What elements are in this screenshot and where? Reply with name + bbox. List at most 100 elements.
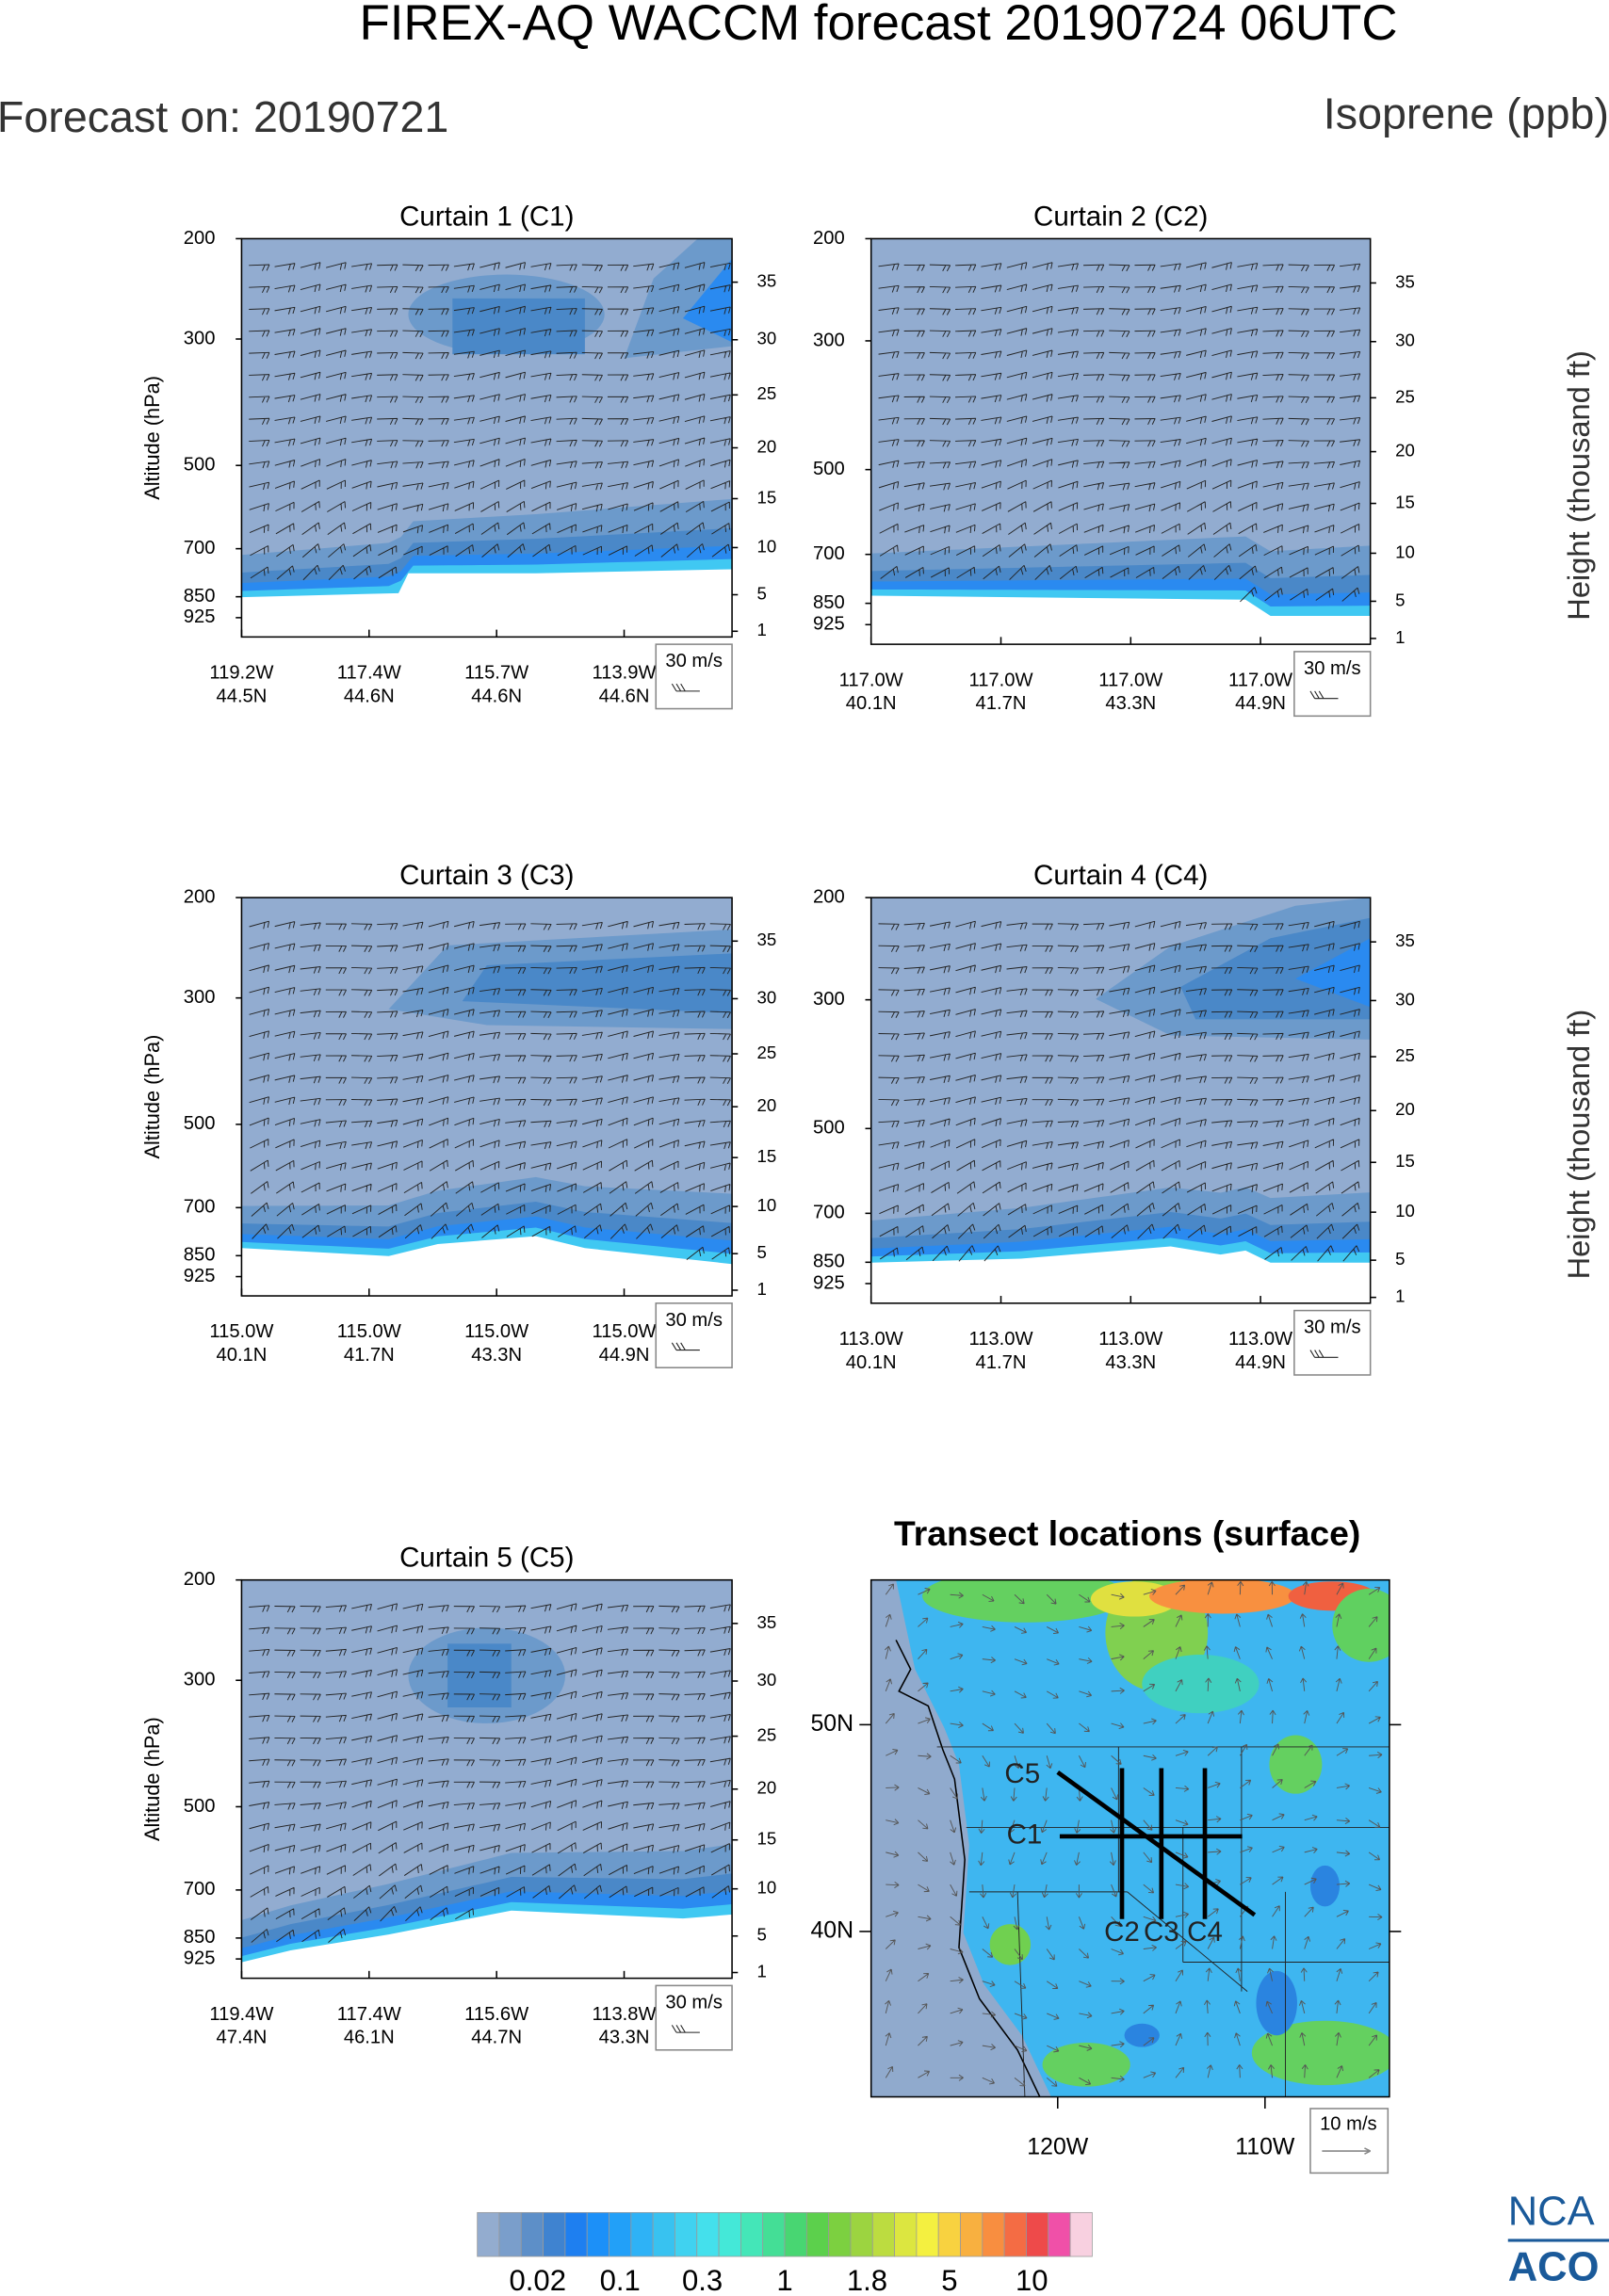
x-tick-label: 113.9W [592, 663, 656, 684]
x-tick-label: 44.9N [599, 1345, 650, 1366]
field-blob [922, 1579, 1128, 1623]
wind-key-box [655, 1302, 733, 1369]
x-tick-label: 44.7N [471, 2028, 522, 2048]
y2-tick-label: 20 [756, 1095, 776, 1115]
color-box [718, 2211, 741, 2257]
x-tick-label: 113.0W [968, 1329, 1032, 1350]
field-blob [1256, 1970, 1297, 2036]
y-tick-label: 200 [184, 228, 216, 249]
color-box [740, 2211, 764, 2257]
y-axis-label: Altitude (hPa) [140, 376, 164, 500]
color-box [982, 2211, 1005, 2257]
colorbar-label: 0.3 [682, 2264, 723, 2296]
y2-tick-label: 5 [1395, 590, 1405, 609]
y2-tick-label: 10 [1395, 1201, 1415, 1221]
wind-barbs [249, 1603, 731, 1943]
y-tick-label: 200 [184, 886, 216, 907]
shade-region [447, 1643, 512, 1708]
color-box [850, 2211, 873, 2257]
wind-barbs [878, 262, 1361, 603]
wind-key-label: 10 m/s [1320, 2113, 1377, 2134]
color-box [805, 2211, 830, 2257]
colorbar-label: 1 [776, 2264, 792, 2296]
y-tick-label: 925 [184, 1266, 216, 1286]
y2-tick-label: 1 [756, 620, 766, 639]
x-tick-label: 115.0W [592, 1321, 656, 1342]
colorbar-label: 10 [1016, 2264, 1048, 2296]
x-tick-label: 117.0W [968, 670, 1032, 690]
color-box [784, 2211, 807, 2257]
y-tick-label: 40N [810, 1916, 853, 1943]
x-tick-label: 44.9N [1235, 693, 1286, 714]
y-tick-label: 925 [184, 606, 216, 627]
y2-tick-label: 30 [756, 987, 776, 1007]
shade-region [452, 298, 585, 355]
x-tick-label: 115.0W [337, 1321, 401, 1342]
y-tick-label: 850 [813, 1252, 845, 1272]
y2-tick-label: 1 [1395, 1286, 1405, 1306]
color-box [894, 2211, 918, 2257]
terrain [241, 1236, 733, 1297]
wind-key-barb [671, 683, 700, 692]
colorbar-label: 0.1 [600, 2264, 641, 2296]
colorbar-label: 1.8 [847, 2264, 887, 2296]
y2-tick-label: 35 [756, 930, 776, 949]
y2-tick-label: 20 [1395, 1099, 1415, 1119]
terrain [870, 595, 1371, 645]
y-tick-label: 700 [184, 538, 216, 558]
field-blob [989, 1924, 1032, 1965]
transect-label: C2 [1104, 1916, 1140, 1948]
terrain [241, 569, 733, 638]
y-tick-label: 925 [813, 614, 845, 635]
y2-tick-label: 15 [756, 487, 776, 507]
x-tick-label: 44.6N [344, 686, 395, 706]
wind-key-barb [1309, 1350, 1339, 1358]
color-box [762, 2211, 786, 2257]
panel-title: Curtain 4 (C4) [1033, 860, 1208, 891]
color-box [937, 2211, 961, 2257]
y2-tick-label: 35 [1395, 271, 1415, 291]
y2-axis-label: Height (thousand ft) [1561, 350, 1596, 621]
color-box [1048, 2211, 1071, 2257]
figure-title: FIREX-AQ WACCM forecast 20190724 06UTC [359, 0, 1397, 51]
y-tick-label: 925 [813, 1272, 845, 1293]
y-tick-label: 500 [184, 455, 216, 476]
field-blob [1251, 2020, 1390, 2086]
panel-title: Curtain 5 (C5) [399, 1543, 574, 1574]
y-tick-label: 925 [184, 1948, 216, 1968]
logo-line: NCA [1508, 2189, 1595, 2234]
x-tick-label: 44.5N [217, 686, 268, 706]
color-box [520, 2211, 544, 2257]
x-tick-label: 115.0W [209, 1321, 273, 1342]
curtain-panel: Curtain 2 (C2)20030050070085092515101520… [813, 201, 1596, 718]
panel-title: Curtain 2 (C2) [1033, 201, 1208, 232]
y2-tick-label: 5 [756, 1925, 766, 1945]
curtain-panel: Curtain 3 (C3) Altitude (hPa) 200 300 500 700… [140, 860, 776, 1369]
terrain [241, 1910, 733, 1979]
field-blob [1142, 1654, 1260, 1714]
shade-region [1295, 938, 1371, 1008]
color-box [586, 2211, 609, 2257]
colorbar-label: 0.02 [510, 2264, 566, 2296]
wind-key-label: 30 m/s [1304, 658, 1361, 679]
y-axis-label: Altitude (hPa) [140, 1717, 164, 1841]
shade-region [683, 258, 733, 343]
wind-barbs [249, 262, 731, 581]
coastline [895, 1640, 1041, 2097]
y-tick-label: 500 [184, 1796, 216, 1817]
x-tick-label: 117.4W [337, 2004, 401, 2025]
ocean [870, 1579, 1051, 2097]
x-tick-label: 113.0W [1098, 1329, 1162, 1350]
field-blob [1332, 1589, 1390, 1662]
x-tick-label: 117.0W [1228, 670, 1292, 690]
y2-tick-label: 15 [756, 1146, 776, 1166]
x-tick-label: 115.0W [464, 1321, 528, 1342]
y-tick-label: 850 [184, 1245, 216, 1266]
y2-tick-label: 25 [756, 1043, 776, 1062]
field-blob [1124, 2023, 1160, 2047]
wind-key-label: 30 m/s [665, 651, 723, 671]
y-tick-label: 700 [813, 1203, 845, 1223]
y2-tick-label: 1 [756, 1961, 766, 1981]
x-tick-label: 117.0W [1098, 670, 1162, 690]
x-tick-label: 115.7W [464, 663, 528, 684]
